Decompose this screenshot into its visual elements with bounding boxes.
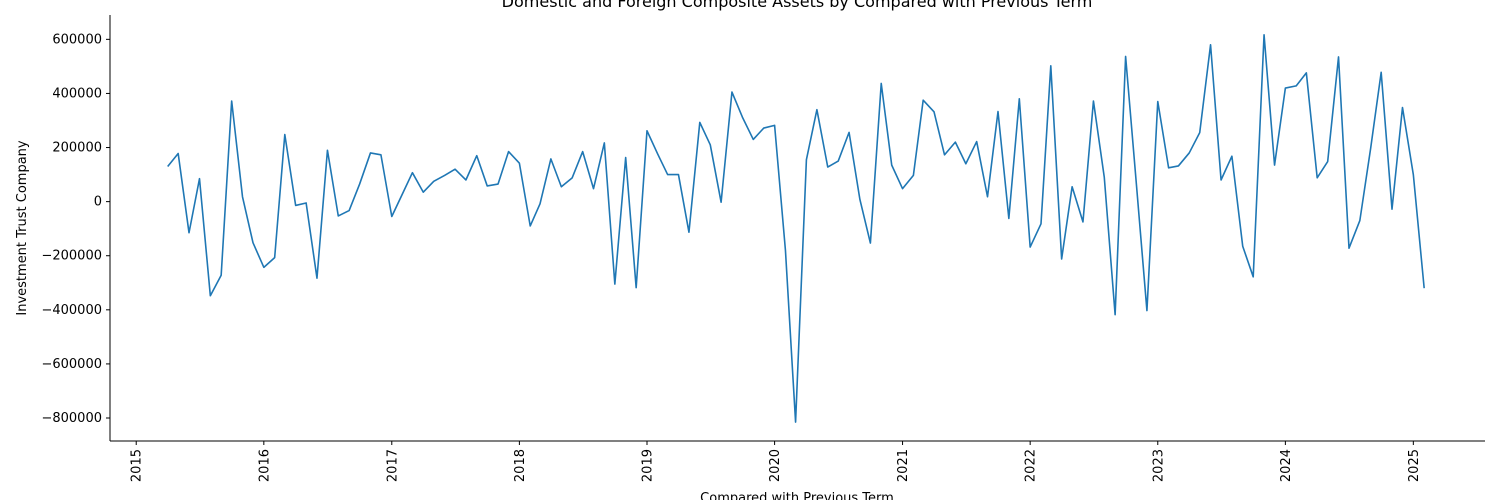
plot-area bbox=[167, 33, 1425, 423]
x-tick-label: 2022 bbox=[1024, 449, 1039, 482]
x-axis-label: Compared with Previous Term bbox=[700, 491, 894, 500]
chart-title: Domestic and Foreign Composite Assets by… bbox=[502, 0, 1093, 11]
x-tick-label: 2016 bbox=[257, 449, 272, 482]
y-tick-label: 600000 bbox=[52, 32, 102, 47]
y-tick-label: −200000 bbox=[41, 249, 102, 264]
x-tick-label: 2019 bbox=[640, 449, 655, 482]
x-tick-label: 2020 bbox=[768, 449, 783, 482]
y-tick-label: −600000 bbox=[41, 357, 102, 372]
x-tick-label: 2025 bbox=[1407, 449, 1422, 482]
y-tick-label: 200000 bbox=[52, 141, 102, 156]
y-tick-label: −800000 bbox=[41, 411, 102, 426]
x-tick-label: 2017 bbox=[385, 449, 400, 482]
x-tick-label: 2024 bbox=[1279, 449, 1294, 482]
y-tick-label: 0 bbox=[94, 195, 102, 210]
series-line bbox=[167, 33, 1425, 423]
x-tick-label: 2023 bbox=[1151, 449, 1166, 482]
x-axis-ticks: 2015 2016 2017 2018 2019 2020 2021 2022 2023 2024… bbox=[130, 441, 1422, 482]
y-axis-label: Investment Trust Company bbox=[15, 140, 30, 316]
x-tick-label: 2018 bbox=[513, 449, 528, 482]
x-tick-label: 2021 bbox=[896, 449, 911, 482]
y-tick-label: 400000 bbox=[52, 86, 102, 101]
y-axis-ticks: −800000 −600000 −400000 −200000 0 200000 40000… bbox=[41, 32, 110, 426]
x-tick-label: 2015 bbox=[130, 449, 145, 482]
y-tick-label: −400000 bbox=[41, 303, 102, 318]
